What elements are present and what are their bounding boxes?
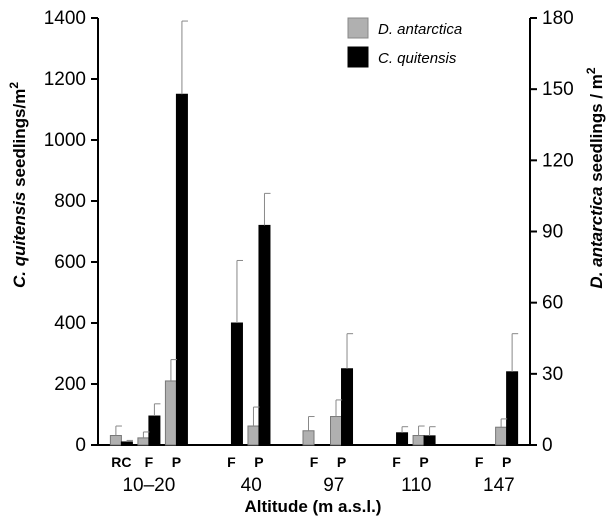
x-axis-title: Altitude (m a.s.l.) <box>245 497 382 516</box>
right-tick-label: 60 <box>542 293 563 314</box>
error-bars <box>115 20 519 442</box>
bar-c-quitensis <box>148 415 161 446</box>
left-tick-label: 200 <box>54 374 86 395</box>
legend-swatch-c-quitensis <box>347 46 369 68</box>
category-label: F <box>145 454 154 470</box>
legend-label-d-antarctica: D. antarctica <box>378 21 462 38</box>
left-tick-label: 1000 <box>44 130 86 151</box>
bar-c-quitensis <box>423 435 436 446</box>
bar-d-antarctica <box>330 416 343 446</box>
left-y-axis-title-species: C. quitensis <box>10 192 29 288</box>
left-tick-label: 1400 <box>44 8 86 29</box>
right-tick-label: 30 <box>542 364 563 385</box>
right-y-axis-title-species: D. antarctica <box>587 187 606 289</box>
altitude-group-label: 147 <box>483 475 515 496</box>
bar-c-quitensis <box>120 441 133 446</box>
right-tick-label: 120 <box>542 150 574 171</box>
bar-d-antarctica <box>247 425 260 446</box>
legend-label-c-quitensis: C. quitensis <box>378 50 457 67</box>
right-y-axis-title-unit: seedlings / m <box>587 74 606 186</box>
bar-c-quitensis <box>258 224 271 446</box>
bar-c-quitensis <box>506 371 519 446</box>
category-label: P <box>254 454 263 470</box>
right-tick-label: 0 <box>542 435 553 456</box>
right-tick-label: 90 <box>542 222 563 243</box>
bar-d-antarctica <box>495 426 508 446</box>
right-y-axis-title: D. antarctica seedlings / m2 <box>584 67 606 288</box>
bar-d-antarctica <box>137 437 150 446</box>
left-tick-label: 600 <box>54 252 86 273</box>
legend: D. antarctica C. quitensis <box>347 17 462 68</box>
category-label: F <box>227 454 236 470</box>
category-label: RC <box>111 454 131 470</box>
bars <box>109 93 519 446</box>
left-y-axis: 0 200 400 600 800 1000 1200 1400 <box>44 8 99 456</box>
bar-d-antarctica <box>412 435 425 446</box>
altitude-group-label: 97 <box>323 475 344 496</box>
category-label: P <box>502 454 511 470</box>
bar-c-quitensis <box>341 368 354 446</box>
left-tick-label: 1200 <box>44 69 86 90</box>
right-tick-label: 180 <box>542 8 574 29</box>
altitude-group-label: 110 <box>401 475 431 496</box>
left-tick-label: 0 <box>75 435 86 456</box>
category-label: P <box>419 454 428 470</box>
left-y-axis-title-sup: 2 <box>7 82 21 89</box>
category-label: P <box>172 454 181 470</box>
altitude-group-label: 10–20 <box>122 475 175 496</box>
x-labels: RC F P F P F P F P F P 10–20 40 97 110 147 <box>111 454 514 496</box>
category-label: F <box>475 454 484 470</box>
category-label: P <box>337 454 346 470</box>
altitude-group-label: 40 <box>241 475 262 496</box>
right-y-axis: 0 30 60 90 120 150 180 <box>529 8 574 456</box>
category-label: F <box>310 454 319 470</box>
right-y-axis-title-sup: 2 <box>584 67 598 74</box>
legend-swatch-d-antarctica <box>347 17 369 39</box>
bar-c-quitensis <box>396 432 409 446</box>
right-tick-label: 150 <box>542 79 574 100</box>
left-y-axis-title: C. quitensis seedlings/m2 <box>7 82 29 288</box>
bar-d-antarctica <box>109 435 122 446</box>
left-tick-label: 400 <box>54 313 86 334</box>
left-y-axis-title-unit: seedlings/m <box>10 89 29 192</box>
category-label: F <box>392 454 401 470</box>
bar-d-antarctica <box>302 430 315 446</box>
bar-c-quitensis <box>230 322 243 446</box>
left-tick-label: 800 <box>54 191 86 212</box>
bar-d-antarctica <box>164 380 177 446</box>
bar-c-quitensis <box>175 93 188 446</box>
